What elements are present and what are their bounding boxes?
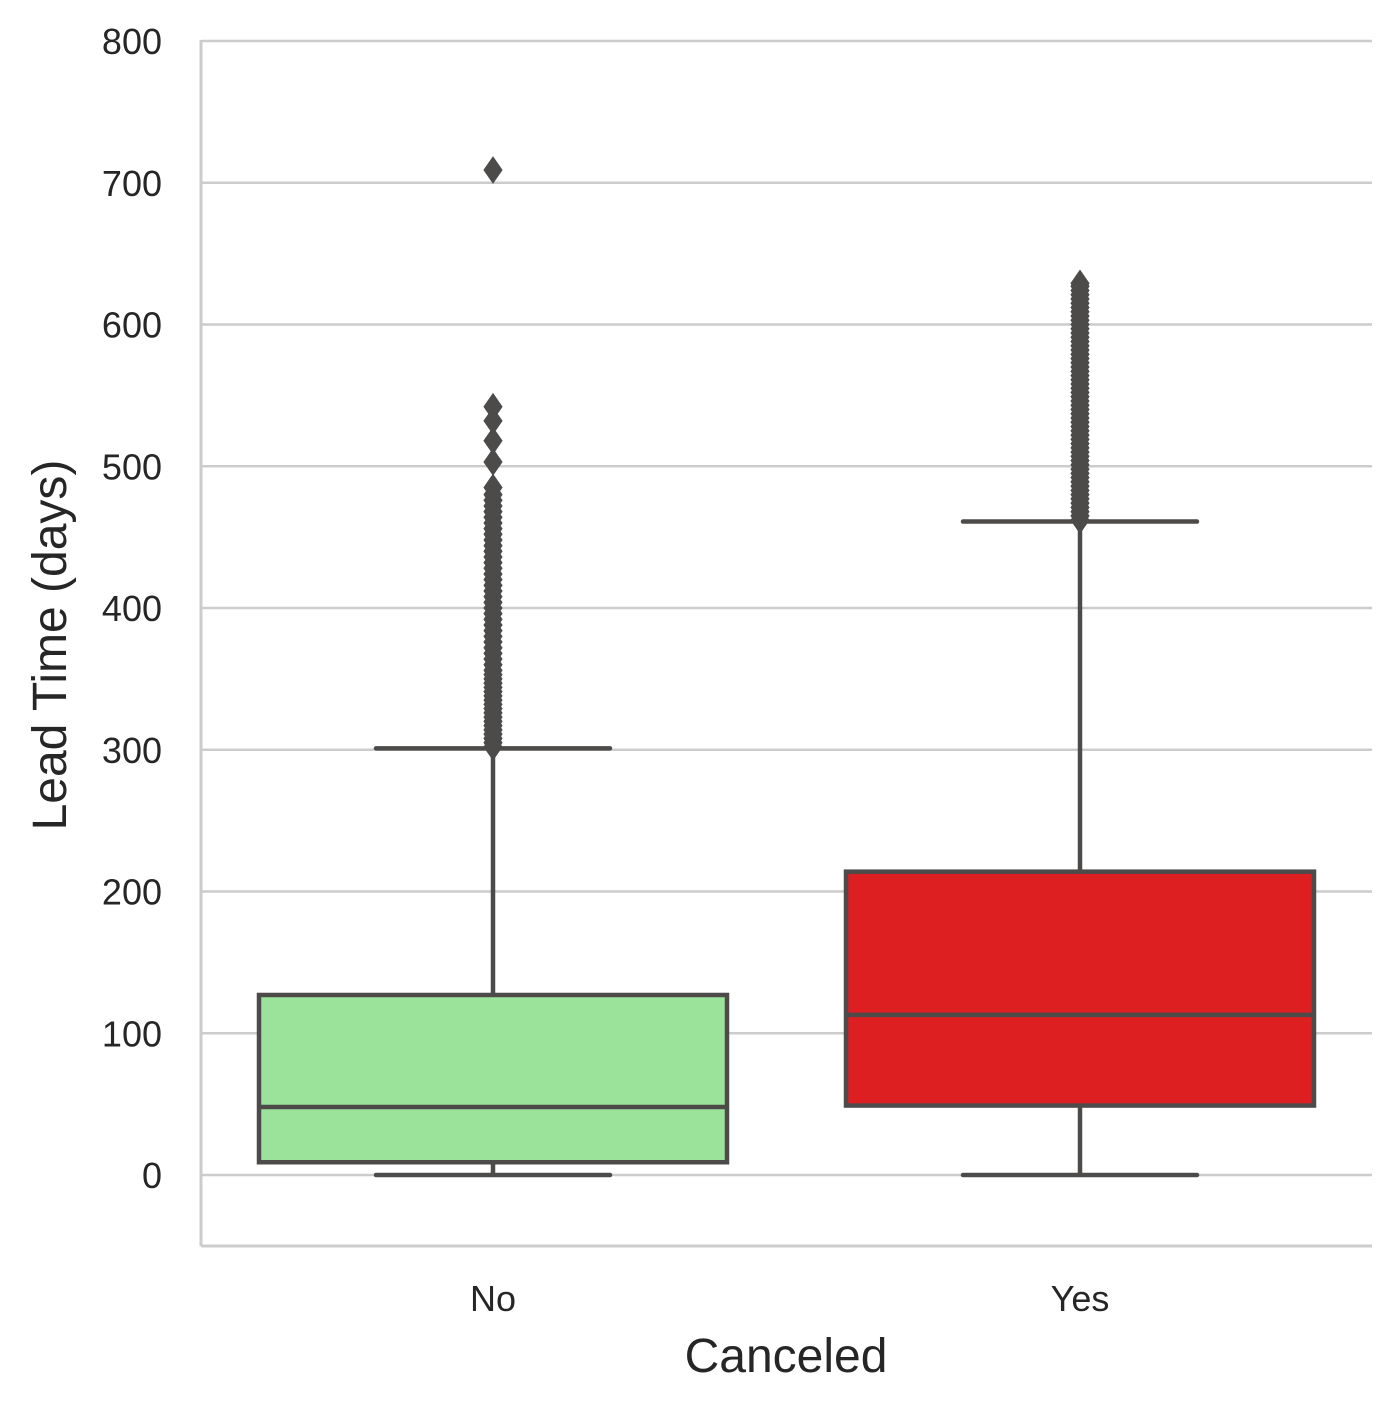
x-tick-label: No bbox=[470, 1278, 516, 1319]
y-tick-label: 500 bbox=[102, 446, 162, 487]
iqr-box bbox=[843, 869, 1317, 1108]
iqr-box bbox=[256, 992, 730, 1165]
outlier-point bbox=[483, 426, 503, 455]
y-tick-label: 200 bbox=[102, 872, 162, 913]
outlier-point bbox=[483, 392, 503, 421]
x-tick-label: Yes bbox=[1051, 1278, 1110, 1319]
y-axis-title: Lead Time (days) bbox=[24, 460, 77, 831]
x-axis-title: Canceled bbox=[685, 1330, 888, 1383]
labels-layer: Canceled Lead Time (days) 0 100 200 300 400 5… bbox=[24, 21, 1109, 1383]
outlier-point bbox=[483, 448, 503, 476]
outliers-yes bbox=[1070, 269, 1090, 534]
y-tick-label: 0 bbox=[142, 1155, 162, 1196]
outliers-layer bbox=[483, 156, 1090, 761]
y-tick-label: 400 bbox=[102, 588, 162, 629]
boxes-layer bbox=[256, 519, 1317, 1178]
outliers-no bbox=[483, 156, 503, 761]
outlier-point bbox=[483, 407, 503, 435]
y-tick-label: 300 bbox=[102, 730, 162, 771]
box-group-no bbox=[256, 746, 730, 1178]
axes-layer bbox=[199, 40, 1372, 1248]
y-tick-label: 600 bbox=[102, 305, 162, 346]
outlier-point bbox=[483, 156, 503, 184]
y-tick-label: 800 bbox=[102, 21, 162, 62]
outlier-point bbox=[483, 473, 503, 502]
y-tick-label: 700 bbox=[102, 163, 162, 204]
outlier-point bbox=[1070, 269, 1090, 298]
box-group-yes bbox=[843, 519, 1317, 1178]
y-tick-label: 100 bbox=[102, 1013, 162, 1054]
